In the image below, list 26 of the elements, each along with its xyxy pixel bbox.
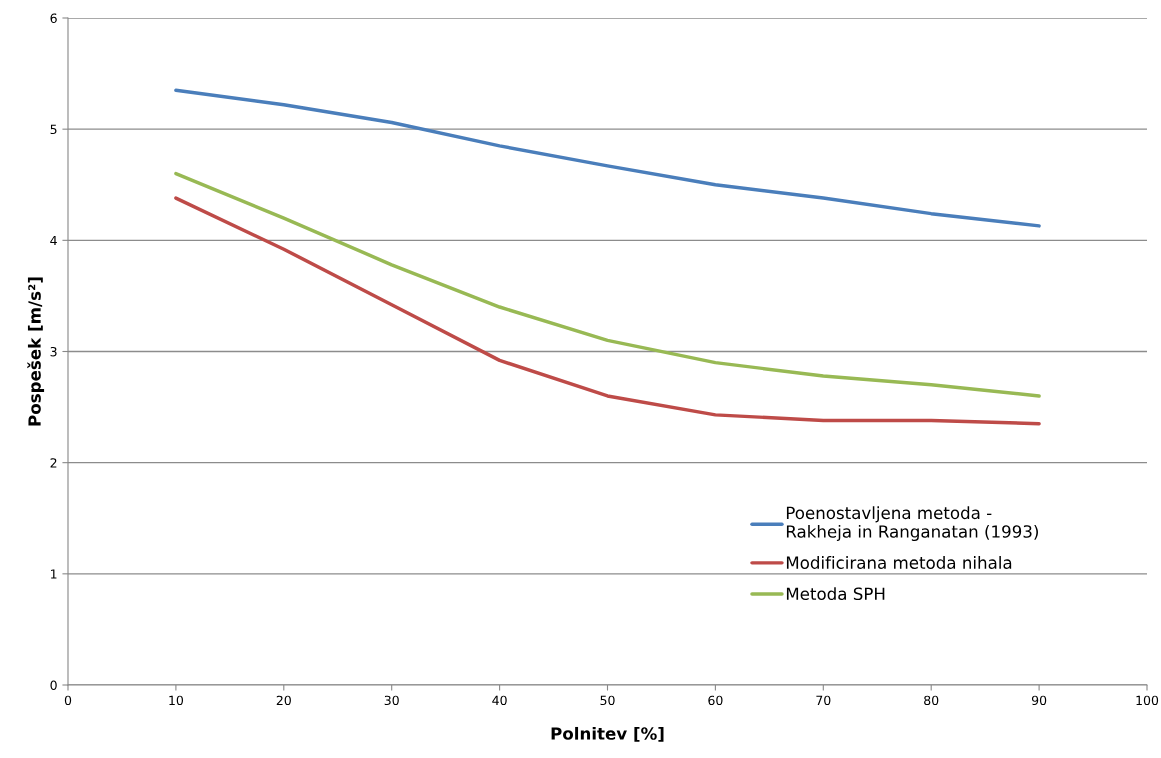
y-tick-label: 0 [50, 680, 57, 690]
x-tick-label: 50 [600, 695, 615, 706]
y-tick-label: 3 [50, 346, 57, 357]
x-tick-label: 60 [708, 695, 723, 706]
y-tick-label: 1 [51, 569, 57, 579]
y-tick-label: 4 [50, 235, 57, 246]
x-tick-label: 40 [492, 695, 507, 706]
x-axis-title: Polnitev [%] [551, 726, 664, 742]
line-series [174, 88, 1041, 228]
x-tick-label: 90 [1031, 695, 1047, 706]
y-tick-label: 5 [50, 124, 57, 135]
y-axis-title: Pospešek [m/s²] [27, 277, 45, 426]
y-tick-label: 2 [50, 458, 57, 468]
legend-label: Modificirana metoda nihala [786, 556, 1012, 569]
x-tick-label: 10 [169, 695, 184, 706]
legend-label: Poenostavljena metoda - Rakheja in Ranganatan (1993) [786, 506, 1038, 542]
x-tick-label: 70 [816, 695, 831, 706]
x-tick-label: 30 [384, 695, 399, 706]
x-tick-label: 100 [1136, 695, 1159, 706]
line-series [174, 171, 1041, 398]
line-series [174, 196, 1041, 426]
x-tick-label: 80 [924, 695, 939, 706]
y-tick-label: 6 [50, 13, 57, 23]
legend-label: Metoda SPH [786, 587, 885, 601]
x-tick-label: 0 [64, 695, 72, 706]
x-tick-label: 20 [276, 695, 291, 706]
